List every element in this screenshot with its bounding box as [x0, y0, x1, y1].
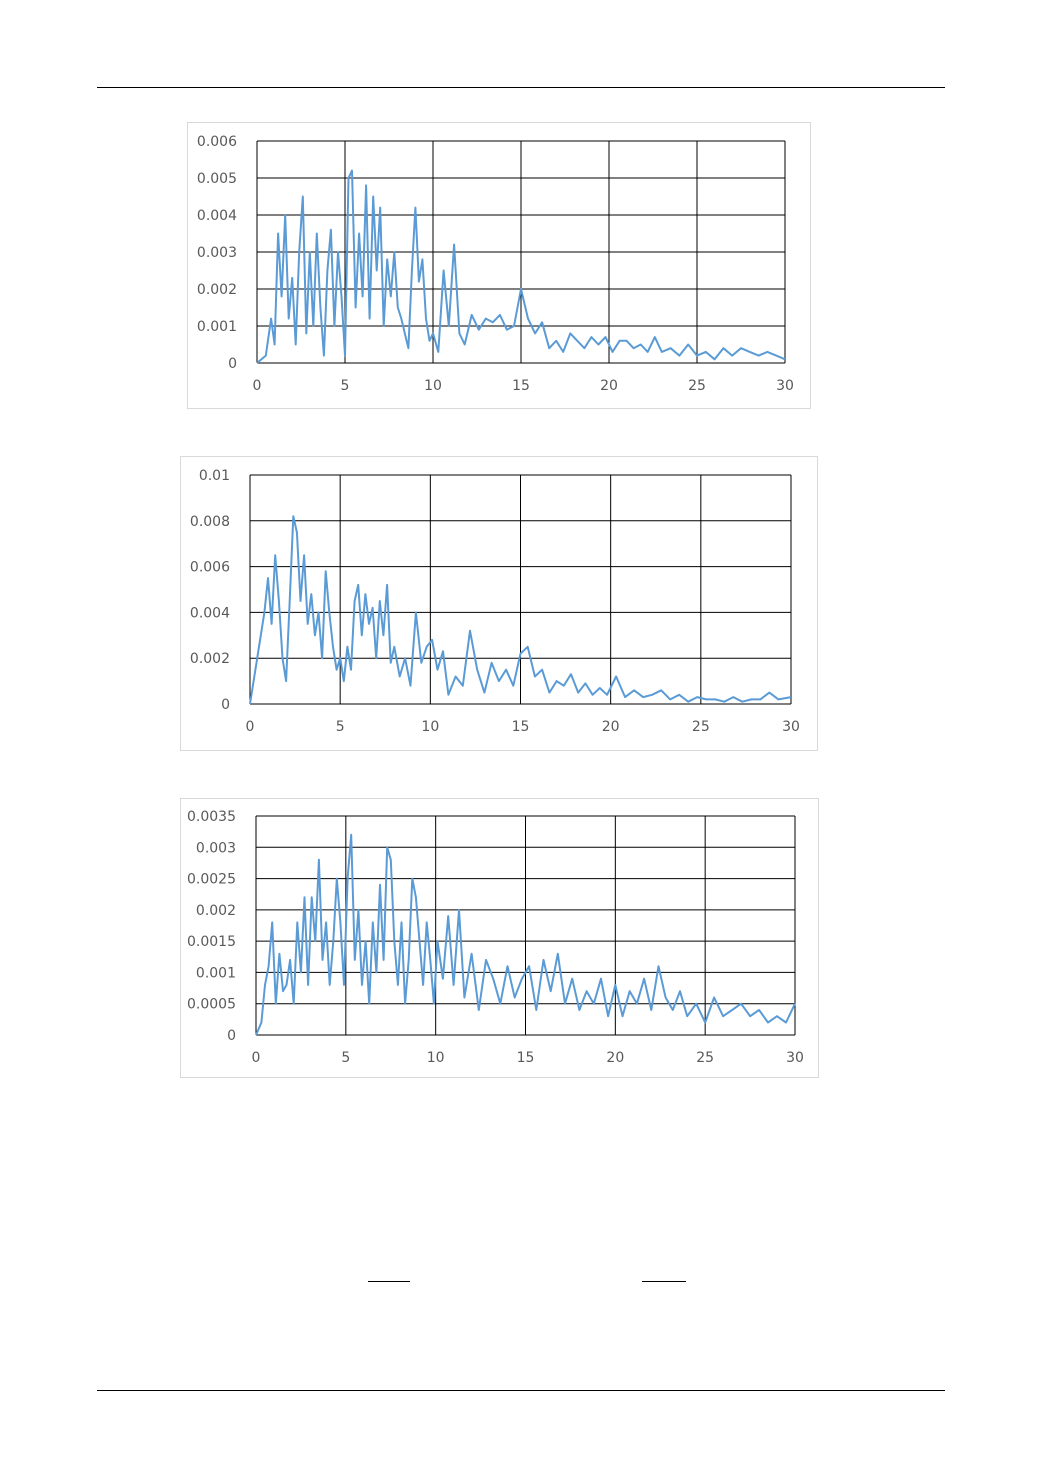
chart-2-svg: 0 5 10 15 20 25 30 0 0.002 0.004 0.006 0.008 0.01 — [190, 468, 800, 735]
y-tick-label: 0.006 — [197, 134, 237, 150]
y-tick-label: 0.002 — [190, 651, 230, 667]
x-tick-label: 20 — [600, 378, 618, 394]
y-tick-label: 0 — [221, 697, 230, 713]
x-tick-label: 30 — [782, 719, 800, 735]
y-tick-label: 0.006 — [190, 560, 230, 576]
y-tick-label: 0.0035 — [187, 809, 236, 825]
x-tick-label: 25 — [696, 1050, 714, 1066]
y-tick-label: 0.008 — [190, 514, 230, 530]
chart-2: 0 5 10 15 20 25 30 0 0.002 0.004 0.006 0.008 0.01 — [180, 456, 818, 751]
y-tick-label: 0.003 — [197, 245, 237, 261]
y-tick-label: 0.0015 — [187, 934, 236, 950]
series-line — [255, 833, 796, 1036]
x-tick-label: 0 — [253, 378, 262, 394]
footer-rule — [97, 1390, 945, 1391]
y-tick-label: 0.003 — [196, 840, 236, 856]
y-tick-label: 0.004 — [190, 605, 230, 621]
x-tick-label: 10 — [427, 1050, 445, 1066]
short-rule-right — [642, 1281, 686, 1282]
series-line — [256, 169, 786, 364]
x-tick-label: 0 — [252, 1050, 261, 1066]
x-tick-label: 25 — [692, 719, 710, 735]
header-rule — [97, 87, 945, 88]
y-tick-label: 0.004 — [197, 208, 237, 224]
x-tick-label: 0 — [246, 719, 255, 735]
x-tick-label: 20 — [602, 719, 620, 735]
y-tick-label: 0.002 — [197, 282, 237, 298]
series-line — [249, 515, 792, 705]
chart-1: 0 5 10 15 20 25 30 0 0.001 0.002 0.003 0.004 0.005 0.… — [187, 122, 811, 409]
x-tick-label: 5 — [336, 719, 345, 735]
chart-1-svg: 0 5 10 15 20 25 30 0 0.001 0.002 0.003 0.004 0.005 0.… — [197, 134, 794, 394]
x-tick-label: 30 — [776, 378, 794, 394]
y-tick-label: 0 — [227, 1028, 236, 1044]
x-tick-label: 5 — [341, 378, 350, 394]
x-tick-label: 10 — [424, 378, 442, 394]
short-rule-left — [368, 1281, 410, 1282]
y-tick-label: 0.0025 — [187, 872, 236, 888]
x-tick-label: 15 — [512, 719, 530, 735]
x-tick-label: 15 — [517, 1050, 535, 1066]
y-tick-label: 0.001 — [196, 965, 236, 981]
y-tick-label: 0 — [228, 356, 237, 372]
x-tick-label: 30 — [786, 1050, 804, 1066]
y-tick-label: 0.005 — [197, 171, 237, 187]
y-tick-label: 0.001 — [197, 319, 237, 335]
chart-3: 0 5 10 15 20 25 30 0 0.0005 0.001 0.0015 0.002 0.002… — [180, 798, 819, 1078]
chart-3-svg: 0 5 10 15 20 25 30 0 0.0005 0.001 0.0015 0.002 0.002… — [187, 809, 804, 1066]
y-tick-label: 0.0005 — [187, 997, 236, 1013]
y-tick-label: 0.002 — [196, 903, 236, 919]
x-tick-label: 10 — [421, 719, 439, 735]
x-tick-label: 20 — [606, 1050, 624, 1066]
x-tick-label: 15 — [512, 378, 530, 394]
x-tick-label: 5 — [341, 1050, 350, 1066]
x-tick-label: 25 — [688, 378, 706, 394]
y-tick-label: 0.01 — [199, 468, 230, 484]
